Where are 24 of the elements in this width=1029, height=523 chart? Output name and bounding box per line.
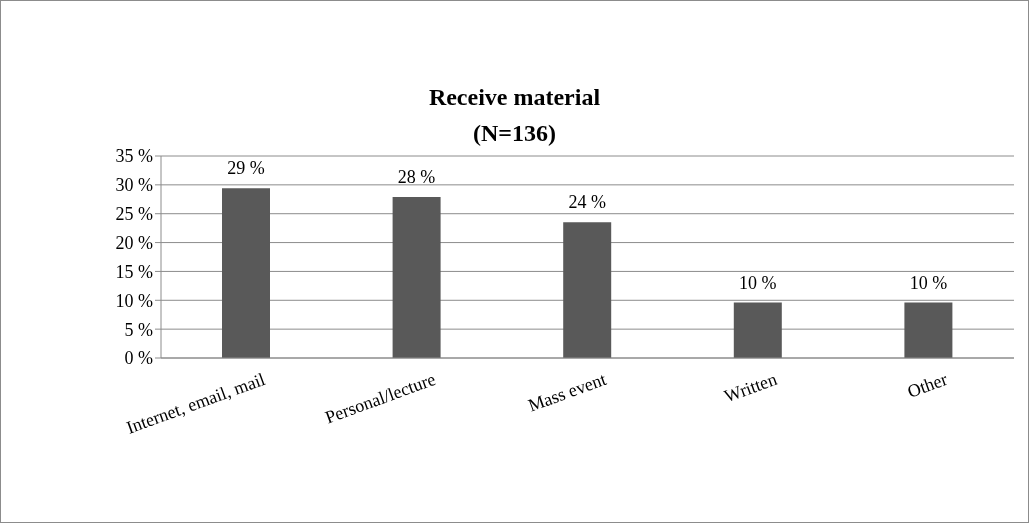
data-label: 29 % [227,158,265,179]
y-tick-label: 15 % [115,261,153,282]
data-label: 24 % [568,192,606,213]
y-tick-label: 10 % [115,290,153,311]
x-tick-label: Internet, email, mail [123,368,268,438]
bar [733,302,782,358]
data-label: 28 % [397,166,436,187]
bar [392,196,441,358]
bar [222,188,270,358]
y-tick-label: 0 % [124,348,153,369]
x-tick-label: Written [721,368,780,407]
x-tick-label: Other [904,368,951,402]
y-tick-label: 35 % [115,146,153,167]
y-tick-label: 30 % [115,175,153,196]
data-label: 10 % [909,272,948,293]
chart-title: Receive material [427,83,602,112]
bar [904,302,953,358]
chart-subtitle: (N=136) [473,120,556,146]
y-tick-label: 20 % [115,232,153,253]
y-tick-label: 5 % [124,319,153,340]
y-tick-label: 25 % [115,204,153,225]
data-label: 10 % [739,272,777,293]
bar [563,222,612,358]
x-tick-label: Mass event [525,368,609,416]
